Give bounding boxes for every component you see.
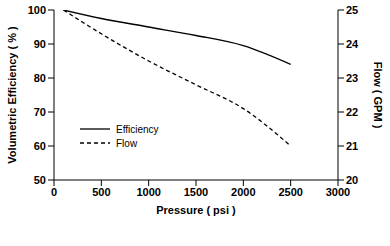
svg-text:1000: 1000	[136, 186, 160, 198]
svg-text:Flow ( GPM ): Flow ( GPM )	[372, 62, 382, 129]
svg-text:Volumetric Efficiency ( % ): Volumetric Efficiency ( % )	[8, 26, 18, 164]
svg-text:3000: 3000	[326, 186, 350, 198]
svg-text:1500: 1500	[184, 186, 208, 198]
svg-text:50: 50	[34, 174, 46, 186]
svg-text:500: 500	[92, 186, 110, 198]
svg-text:21: 21	[346, 140, 358, 152]
svg-text:0: 0	[51, 186, 57, 198]
svg-text:90: 90	[34, 38, 46, 50]
html-text:Flow: Flow	[116, 137, 138, 149]
svg-text:22: 22	[346, 106, 358, 118]
svg-text:2500: 2500	[278, 186, 302, 198]
svg-text:80: 80	[34, 72, 46, 84]
svg-text:Pressure ( psi ): Pressure ( psi )	[156, 204, 236, 216]
svg-text:60: 60	[34, 140, 46, 152]
svg-text:25: 25	[346, 4, 358, 16]
svg-text:70: 70	[34, 106, 46, 118]
svg-text:100: 100	[28, 4, 46, 16]
svg-text:2000: 2000	[231, 186, 255, 198]
html-text:Efficiency: Efficiency	[116, 123, 159, 135]
svg-text:24: 24	[346, 38, 359, 50]
svg-text:20: 20	[346, 174, 358, 186]
svg-text:23: 23	[346, 72, 358, 84]
